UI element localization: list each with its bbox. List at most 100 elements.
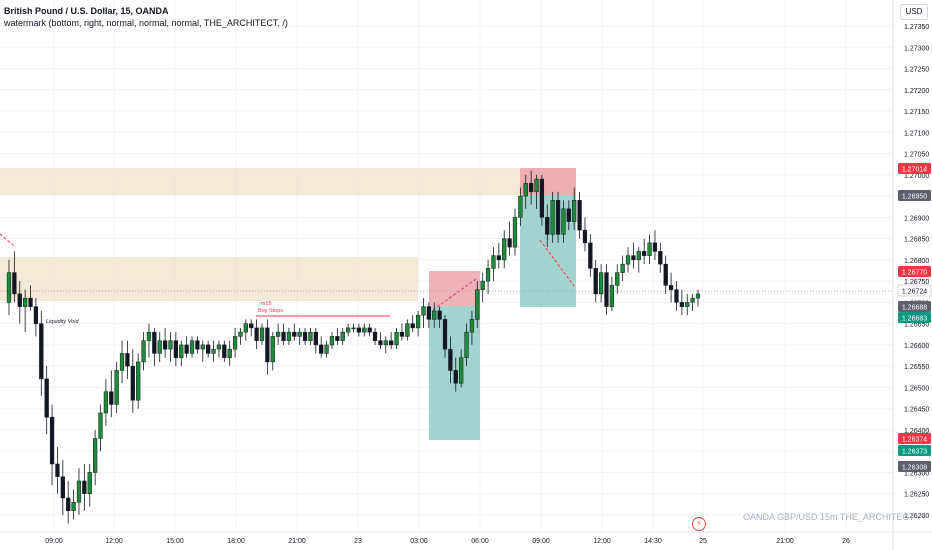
candle <box>415 310 421 337</box>
candle <box>157 332 162 362</box>
candle-body <box>491 255 496 269</box>
candle <box>652 230 658 260</box>
candle <box>200 340 205 362</box>
candle-body <box>442 319 448 350</box>
candle-body <box>146 331 152 341</box>
candle-body <box>39 323 44 380</box>
x-tick-label: 06:00 <box>471 538 489 545</box>
candle-body <box>593 268 598 295</box>
candle <box>324 340 329 358</box>
candle-body <box>367 327 372 333</box>
x-tick-label: 21:00 <box>288 538 306 545</box>
candle-body <box>609 285 615 307</box>
candle-body <box>663 263 668 286</box>
candle <box>523 174 528 209</box>
candle-body <box>658 251 663 265</box>
y-tick-label: 1.27000 <box>904 173 929 180</box>
x-tick-label: 21:00 <box>776 538 794 545</box>
candle <box>146 323 152 358</box>
candle-body <box>642 251 647 256</box>
candle <box>604 264 609 316</box>
candle <box>254 319 259 350</box>
candle <box>577 191 582 239</box>
time-axis[interactable]: 09:00 12:00 15:00 18:00 21:00 23 03:00 06:00 09:… <box>0 531 932 545</box>
candle <box>103 378 109 426</box>
candle <box>550 191 555 243</box>
y-tick-label: 1.26300 <box>904 470 929 477</box>
candle <box>33 298 39 337</box>
long-stop-zone <box>429 271 480 306</box>
candle-body <box>259 327 265 341</box>
candle <box>378 332 383 350</box>
candle <box>426 302 431 328</box>
candle <box>119 340 125 384</box>
candle <box>394 327 399 350</box>
candle-body <box>351 327 356 330</box>
candle <box>216 340 222 358</box>
trend-dashed-line-right <box>539 239 575 287</box>
candle <box>189 336 195 358</box>
candle <box>232 327 238 358</box>
candle-body <box>313 331 318 346</box>
candle-body <box>114 370 119 405</box>
candle <box>162 327 168 358</box>
price-label-bg <box>898 301 931 312</box>
candle-body <box>545 217 550 235</box>
candle <box>270 332 275 371</box>
candle <box>485 259 491 294</box>
candle-body <box>534 178 539 193</box>
price-label-bg <box>898 445 931 456</box>
candle-body <box>222 344 227 358</box>
candle <box>179 340 184 367</box>
candle-body <box>335 336 340 341</box>
candle-body <box>49 416 55 465</box>
candle-body <box>480 280 485 290</box>
candle-body <box>485 268 491 282</box>
price-label-bg <box>897 284 932 297</box>
candle-body <box>76 480 82 503</box>
candle-body <box>216 344 222 350</box>
currency-button[interactable]: USD <box>900 4 928 20</box>
candle-body <box>625 255 631 265</box>
y-tick-label: 1.27100 <box>904 130 929 137</box>
candle <box>432 302 437 328</box>
candle-body <box>528 183 534 193</box>
candle-body <box>136 361 141 401</box>
price-label-bg <box>898 266 931 277</box>
candle <box>302 327 308 345</box>
x-tick-label: 25 <box>699 538 707 545</box>
candle <box>44 366 49 435</box>
candle-body <box>507 238 512 248</box>
candle <box>87 463 92 507</box>
candle <box>491 247 496 282</box>
candle-body <box>620 263 625 273</box>
candle-body <box>389 340 394 346</box>
candle-body <box>55 463 60 477</box>
candle <box>502 230 507 269</box>
candle <box>92 429 98 486</box>
candle <box>534 174 539 209</box>
y-tick-label: 1.27150 <box>904 109 929 116</box>
candle-body <box>577 200 582 231</box>
price-label-bg <box>898 163 931 174</box>
candle-body <box>464 331 469 358</box>
candle-body <box>502 238 507 261</box>
candle <box>566 200 571 231</box>
candle <box>555 191 561 243</box>
candle-body <box>582 229 588 244</box>
candle <box>453 357 458 392</box>
candle-body <box>276 331 281 337</box>
candle-body <box>141 340 146 363</box>
lightning-icon[interactable]: ⚡ <box>692 517 706 531</box>
y-tick-label: 1.26650 <box>904 322 929 329</box>
y-tick-label: 1.26850 <box>904 237 929 244</box>
candle-body <box>679 302 684 307</box>
y-tick-label: 1.26200 <box>904 513 929 520</box>
candle <box>184 336 189 358</box>
candle-body <box>539 178 545 218</box>
candle <box>469 310 475 345</box>
price-label: 1.26374 <box>902 437 927 444</box>
candle <box>76 468 82 515</box>
